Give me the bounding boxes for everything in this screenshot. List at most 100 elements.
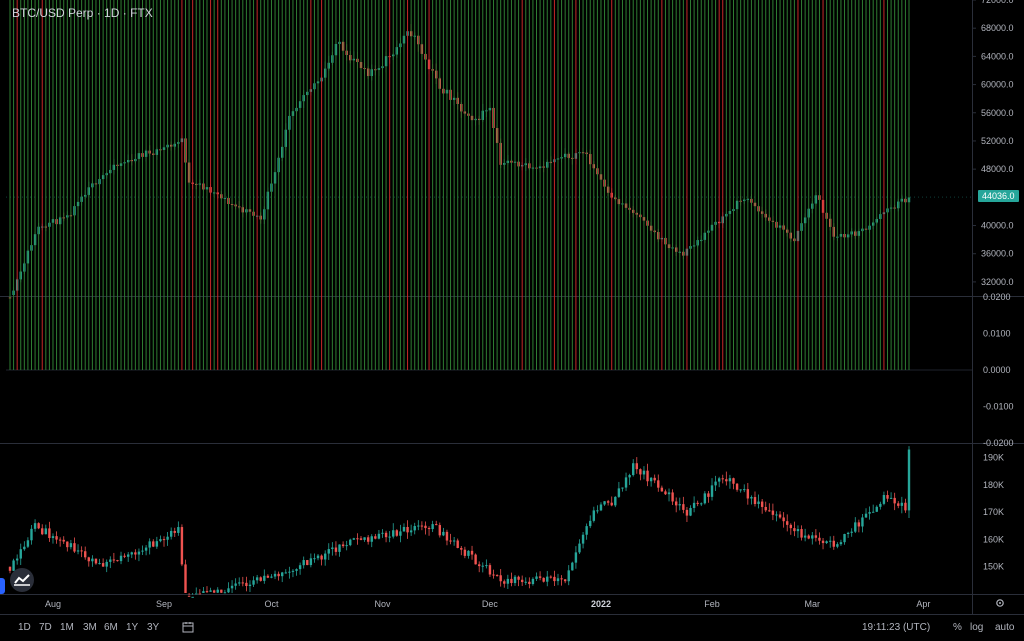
open-interest-candle-body: [15, 558, 19, 561]
open-interest-candle-body: [850, 531, 853, 533]
open-interest-candle-body: [420, 525, 424, 527]
open-interest-candle-body: [352, 538, 356, 540]
open-interest-candle-body: [617, 488, 621, 497]
open-interest-candle-body: [33, 523, 37, 529]
open-interest-candle-body: [771, 510, 775, 515]
time-axis-label: Mar: [805, 599, 821, 609]
gear-icon[interactable]: [994, 596, 1006, 608]
log-toggle[interactable]: log: [970, 622, 984, 633]
price-axis-label: 48000.0: [981, 164, 1014, 174]
open-interest-candle-body: [703, 493, 707, 504]
open-interest-candle-body: [148, 541, 151, 548]
open-interest-candle-body: [818, 537, 821, 541]
open-interest-axis-label: 170K: [983, 507, 1004, 517]
open-interest-candle-body: [62, 539, 65, 542]
open-interest-candle-body: [141, 550, 144, 552]
open-interest-candle-body: [875, 506, 878, 512]
open-interest-candle-body: [624, 477, 628, 488]
open-interest-candle-body: [177, 527, 180, 533]
percent-toggle[interactable]: %: [953, 622, 962, 633]
open-interest-candle-body: [789, 524, 793, 529]
open-interest-candle-body: [506, 578, 510, 584]
open-interest-candle-body: [259, 577, 262, 581]
open-interest-candle-body: [481, 565, 484, 567]
open-interest-candle-body: [130, 552, 133, 555]
open-interest-candle-body: [800, 529, 803, 538]
open-interest-candle-body: [531, 578, 535, 585]
open-interest-candle-body: [735, 483, 739, 490]
open-interest-candle-body: [603, 501, 606, 505]
open-interest-candle-body: [366, 537, 370, 542]
open-interest-candle-body: [345, 545, 348, 547]
open-interest-candle-body: [66, 541, 69, 548]
open-interest-candle-body: [238, 582, 241, 584]
open-interest-candle-body: [717, 478, 721, 482]
open-interest-candle-body: [23, 546, 26, 550]
open-interest-candle-body: [306, 560, 309, 566]
open-interest-candle-body: [349, 539, 352, 546]
interval-label[interactable]: 1D: [104, 6, 120, 20]
open-interest-candle-body: [187, 595, 191, 597]
open-interest-candle-body: [195, 593, 198, 595]
open-interest-candle-body: [331, 547, 334, 550]
tradingview-logo-icon[interactable]: [10, 568, 34, 592]
open-interest-candle-body: [263, 575, 266, 581]
open-interest-candle-body: [41, 528, 44, 535]
open-interest-candle-body: [900, 502, 904, 506]
open-interest-candle-body: [205, 591, 209, 593]
open-interest-candle-body: [388, 536, 391, 538]
open-interest-candle-body: [26, 540, 30, 547]
open-interest-candle-body: [424, 525, 427, 529]
open-interest-candle-body: [879, 503, 882, 507]
auto-toggle[interactable]: auto: [995, 622, 1015, 633]
open-interest-candle-body: [234, 583, 237, 586]
open-interest-candle-body: [811, 535, 814, 539]
open-interest-candle-body: [198, 593, 202, 595]
range-6m-button[interactable]: 6M: [104, 622, 118, 633]
open-interest-candle-body: [134, 552, 137, 555]
open-interest-candle-body: [653, 477, 656, 481]
price-axis-label: 72000.0: [981, 0, 1014, 5]
open-interest-candle-body: [775, 514, 778, 516]
open-interest-candle-body: [270, 576, 273, 578]
open-interest-candle-body: [384, 532, 388, 538]
utc-clock[interactable]: 19:11:23 (UTC): [862, 622, 931, 633]
open-interest-candle-body: [123, 555, 126, 557]
open-interest-candle-body: [829, 540, 832, 542]
price-axis-label: 40000.0: [981, 221, 1014, 231]
open-interest-candle-body: [846, 532, 850, 535]
open-interest-candle-body: [73, 543, 76, 552]
open-interest-axis-label: 190K: [983, 453, 1004, 463]
calendar-range-icon[interactable]: [182, 620, 194, 633]
open-interest-candle-body: [109, 559, 112, 562]
open-interest-candle-body: [814, 535, 818, 538]
open-interest-candle-body: [91, 558, 94, 562]
range-7d-button[interactable]: 7D: [39, 622, 52, 633]
open-interest-candle-body: [48, 528, 51, 539]
range-1m-button[interactable]: 1M: [60, 622, 74, 633]
open-interest-candle-body: [606, 501, 610, 503]
open-interest-candle-body: [664, 491, 667, 495]
open-interest-candle-body: [230, 585, 234, 589]
open-interest-candle-body: [202, 591, 205, 593]
open-interest-candle-body: [377, 533, 381, 539]
open-interest-candle-body: [470, 550, 474, 555]
time-axis-label: Apr: [916, 599, 930, 609]
panel-edge-handle[interactable]: [0, 578, 5, 594]
range-1d-button[interactable]: 1D: [18, 622, 31, 633]
open-interest-candle-body: [474, 554, 477, 565]
open-interest-candle-body: [674, 501, 678, 506]
range-1y-button[interactable]: 1Y: [126, 622, 139, 633]
open-interest-candle-body: [492, 574, 495, 576]
range-3y-button[interactable]: 3Y: [147, 622, 160, 633]
open-interest-candle-body: [94, 558, 98, 564]
open-interest-candle-body: [370, 536, 373, 542]
range-3m-button[interactable]: 3M: [83, 622, 97, 633]
open-interest-candle-body: [549, 576, 553, 578]
open-interest-candle-body: [431, 524, 434, 530]
funding-bars: [9, 0, 910, 370]
open-interest-candle-body: [338, 544, 341, 552]
open-interest-candle-body: [320, 555, 323, 560]
time-axis-label: Feb: [704, 599, 720, 609]
